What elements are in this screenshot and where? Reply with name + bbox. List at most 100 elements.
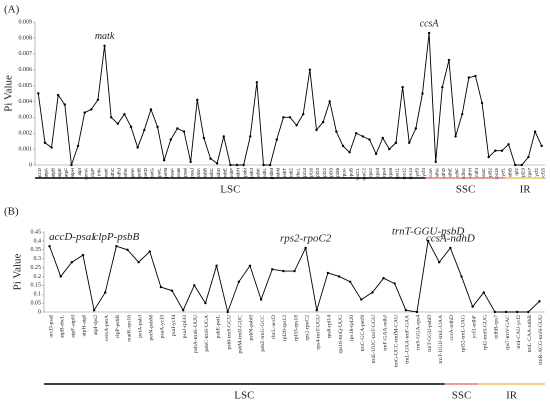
x-tick-label: psbZ [289, 168, 294, 178]
y-axis-label: Pi Value [12, 254, 24, 291]
x-tick-label: rps14 [408, 168, 413, 180]
y-axis-label: Pi Value [3, 75, 15, 112]
x-tick-label: psbF [229, 168, 234, 178]
data-point [360, 298, 363, 301]
y-tick-label: 0.002 [19, 131, 33, 137]
data-point [242, 163, 245, 167]
data-point [467, 76, 471, 79]
x-tick-label: psaB [176, 168, 181, 178]
y-tick-label: 0.45 [31, 229, 42, 235]
data-point [249, 135, 252, 138]
data-point [50, 146, 53, 149]
data-point [37, 92, 40, 95]
x-tick-label: atpB [50, 168, 55, 177]
x-tick-label: atpF [64, 168, 69, 177]
x-tick-label: rpl20-rps12 [282, 315, 288, 341]
data-point [520, 163, 524, 167]
data-point [401, 85, 404, 89]
data-point [262, 163, 265, 167]
data-point [169, 138, 172, 141]
y-tick-label: 0.004 [19, 99, 33, 105]
x-tick-label: petL [156, 168, 161, 177]
x-tick-label: psbT [282, 168, 287, 178]
data-point [293, 269, 296, 273]
x-tick-label: rpl23 [521, 168, 526, 179]
data-point [438, 261, 441, 264]
data-point [271, 268, 274, 271]
data-point [540, 144, 543, 148]
annotation: trnT-GGU-psbD [392, 225, 465, 237]
x-tick-label: psaJ [189, 168, 194, 178]
x-tick-label: accD [37, 167, 42, 178]
x-tick-label: rps8-rpl14 [327, 315, 333, 339]
data-point [374, 152, 378, 156]
data-point [226, 310, 229, 314]
x-tick-label: cemA [83, 167, 88, 180]
data-point [275, 138, 278, 141]
data-point [143, 128, 146, 132]
x-tick-label: atpI [77, 168, 82, 176]
x-tick-label: rpoC2 [362, 168, 367, 181]
data-point [494, 149, 497, 152]
data-point [471, 305, 474, 308]
region-label: IR [520, 184, 532, 196]
x-tick-label: psbZ-trnG-GCC [260, 315, 266, 352]
y-tick-label: 0.2 [34, 274, 42, 280]
data-point [308, 68, 312, 71]
data-point [527, 310, 530, 314]
annotation: matk [95, 31, 115, 42]
x-tick-label: psbE-petL [215, 314, 221, 338]
x-tick-label: psbN-psbH [249, 315, 255, 340]
data-point [96, 98, 100, 102]
data-point [193, 284, 196, 287]
data-point [116, 122, 119, 125]
x-tick-label: rpl2 [514, 168, 519, 176]
x-tick-label: rps3 [375, 168, 380, 177]
x-tick-label: rpoC1 [355, 168, 360, 181]
data-point [493, 310, 497, 314]
data-point [381, 136, 384, 140]
x-tick-label: psaI-ycf4 [170, 315, 177, 336]
x-tick-label: ndhK [123, 167, 128, 179]
x-tick-label: ycf2 [534, 168, 539, 177]
data-point [235, 163, 239, 167]
panel-label: (B) [4, 206, 19, 218]
x-tick-label: ndhC [110, 167, 115, 179]
data-point [129, 125, 133, 129]
x-tick-label: psbM-trnD-GUC [238, 315, 244, 354]
x-tick-label: trnS-GGA-rps4 [416, 315, 422, 350]
data-point [368, 138, 371, 141]
x-tick-label: trnE-UUC-trnT-GGU [371, 315, 377, 363]
region-label: LSC [234, 390, 254, 402]
data-point [421, 92, 424, 95]
x-tick-label: psbI [242, 168, 247, 177]
x-tick-label: accD-psaI [48, 315, 54, 338]
x-tick-label: rps7-trnV-GAC [505, 315, 511, 350]
data-point [229, 163, 232, 167]
data-point [441, 85, 444, 89]
data-point [371, 291, 374, 294]
region-label: IR [506, 390, 518, 402]
y-tick-label: 0.1 [34, 292, 42, 298]
data-point [321, 120, 325, 124]
x-tick-label: psbA [196, 167, 201, 178]
x-tick-label: ccsA-ndhD [449, 315, 455, 340]
data-point [176, 127, 179, 130]
x-tick-label: psbB [203, 168, 208, 178]
y-tick-label: 0.35 [31, 247, 42, 253]
x-tick-label: ycf1-ndhF [470, 315, 477, 338]
data-point [315, 128, 318, 132]
x-tick-label: atpB-rbcL [59, 314, 65, 338]
x-tick-label: rbcL [295, 168, 300, 177]
x-tick-label: psaA-ycf3 [159, 315, 166, 339]
x-tick-label: ndhG [461, 168, 466, 180]
x-tick-label: ndhI [474, 168, 479, 177]
data-point [282, 269, 285, 273]
x-tick-label: psbJ [249, 168, 254, 178]
data-point [408, 141, 411, 144]
data-point [382, 277, 385, 280]
data-point [326, 271, 330, 275]
x-tick-label: psbK [256, 167, 261, 178]
data-point [414, 127, 418, 130]
